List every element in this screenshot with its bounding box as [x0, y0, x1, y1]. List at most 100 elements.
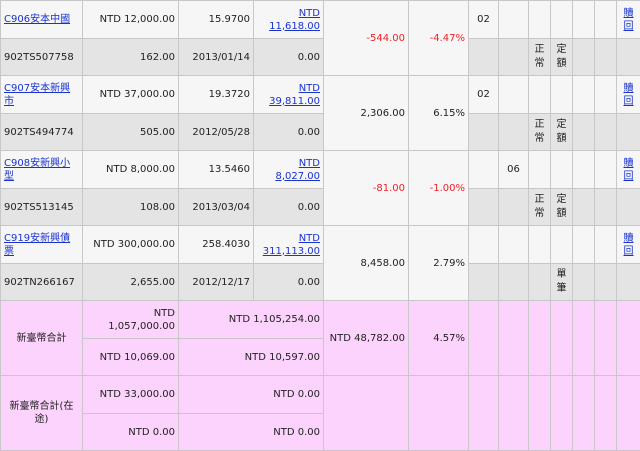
empty-cell [529, 151, 551, 189]
empty-cell [529, 76, 551, 114]
fund-name-link[interactable]: C906安本中國 [4, 14, 70, 25]
units-cell: 2,655.00 [83, 264, 179, 301]
status-normal-cell: 正常 [529, 114, 551, 151]
empty-cell [529, 226, 551, 264]
status-normal: 正常 [534, 193, 546, 221]
status-normal: 正常 [534, 43, 546, 71]
market-value-link-cell: NTD 8,027.00 [254, 151, 324, 189]
empty-cell [573, 39, 595, 76]
totals-return [409, 376, 469, 451]
empty-cell [469, 151, 499, 189]
empty-cell [595, 151, 617, 189]
totals-label: 新臺幣合計 [1, 301, 83, 376]
totals-return: 4.57% [409, 301, 469, 376]
redeem-link-cell: 贖回 [617, 226, 640, 264]
fund-name-link[interactable]: C907安本新興市 [4, 83, 70, 107]
dividend-cell: 0.00 [254, 39, 324, 76]
fund-name-link-cell: C907安本新興市 [1, 76, 83, 114]
empty-cell [499, 76, 529, 114]
empty-cell [469, 376, 499, 451]
plan-type-cell: 定額 [551, 189, 573, 226]
market-value-link[interactable]: NTD 8,027.00 [275, 158, 320, 182]
cost-cell: NTD 8,000.00 [83, 151, 179, 189]
empty-cell [595, 1, 617, 39]
empty-cell [499, 301, 529, 376]
market-value-link[interactable]: NTD 11,618.00 [269, 8, 320, 32]
return-cell: -1.00% [409, 151, 469, 226]
empty-cell [573, 189, 595, 226]
plan-type: 單筆 [556, 268, 568, 296]
empty-cell [573, 151, 595, 189]
type-code-cell: 02 [469, 1, 499, 39]
date-cell: 2013/01/14 [179, 39, 254, 76]
status-normal-cell [529, 264, 551, 301]
units-cell: 162.00 [83, 39, 179, 76]
market-value-link-cell: NTD 39,811.00 [254, 76, 324, 114]
account-cell: 902TN266167 [1, 264, 83, 301]
redeem-link[interactable]: 贖回 [624, 8, 634, 32]
totals-market-value: NTD 1,105,254.00 [179, 301, 324, 339]
redeem-link[interactable]: 贖回 [624, 158, 634, 182]
empty-cell [529, 301, 551, 376]
totals-profit: NTD 48,782.00 [324, 301, 409, 376]
empty-cell [573, 1, 595, 39]
empty-cell [595, 114, 617, 151]
empty-cell [573, 76, 595, 114]
redeem-link-cell: 贖回 [617, 1, 640, 39]
empty-cell [595, 76, 617, 114]
empty-cell [551, 1, 573, 39]
empty-cell [551, 151, 573, 189]
profit-cell: -544.00 [324, 1, 409, 76]
market-value-link[interactable]: NTD 39,811.00 [269, 83, 320, 107]
empty-cell [499, 114, 529, 151]
empty-cell [469, 189, 499, 226]
fund-name-link[interactable]: C919安新興債票 [4, 233, 70, 257]
market-value-link[interactable]: NTD 311,113.00 [263, 233, 320, 257]
totals-market-value: NTD 0.00 [179, 376, 324, 414]
empty-cell [499, 376, 529, 451]
redeem-link[interactable]: 贖回 [624, 233, 634, 257]
empty-cell [499, 1, 529, 39]
empty-cell [551, 226, 573, 264]
return-cell: 6.15% [409, 76, 469, 151]
fund-name-link-cell: C908安新興小型 [1, 151, 83, 189]
account-cell: 902TS513145 [1, 189, 83, 226]
date-cell: 2012/12/17 [179, 264, 254, 301]
empty-cell [595, 189, 617, 226]
fund-name-link[interactable]: C908安新興小型 [4, 158, 70, 182]
empty-cell [573, 376, 595, 451]
redeem-link[interactable]: 贖回 [624, 83, 634, 107]
dividend-cell: 0.00 [254, 189, 324, 226]
return-cell: 2.79% [409, 226, 469, 301]
type-code-cell: 02 [469, 76, 499, 114]
redeem-link-cell: 贖回 [617, 76, 640, 114]
empty-cell [499, 226, 529, 264]
totals-cost: NTD 0.00 [83, 414, 179, 451]
empty-cell [551, 76, 573, 114]
date-cell: 2012/05/28 [179, 114, 254, 151]
empty-cell [617, 114, 640, 151]
totals-cost: NTD 1,057,000.00 [83, 301, 179, 339]
units-cell: 108.00 [83, 189, 179, 226]
nav-cell: 15.9700 [179, 1, 254, 39]
plan-type: 定額 [556, 193, 568, 221]
plan-type: 定額 [556, 43, 568, 71]
empty-cell [469, 301, 499, 376]
fund-name-link-cell: C906安本中國 [1, 1, 83, 39]
totals-label: 新臺幣合計(在途) [1, 376, 83, 451]
units-cell: 505.00 [83, 114, 179, 151]
empty-cell [529, 1, 551, 39]
cost-cell: NTD 12,000.00 [83, 1, 179, 39]
empty-cell [499, 189, 529, 226]
empty-cell [595, 301, 617, 376]
plan-type-cell: 單筆 [551, 264, 573, 301]
cost-cell: NTD 300,000.00 [83, 226, 179, 264]
empty-cell [499, 39, 529, 76]
empty-cell [617, 376, 640, 451]
